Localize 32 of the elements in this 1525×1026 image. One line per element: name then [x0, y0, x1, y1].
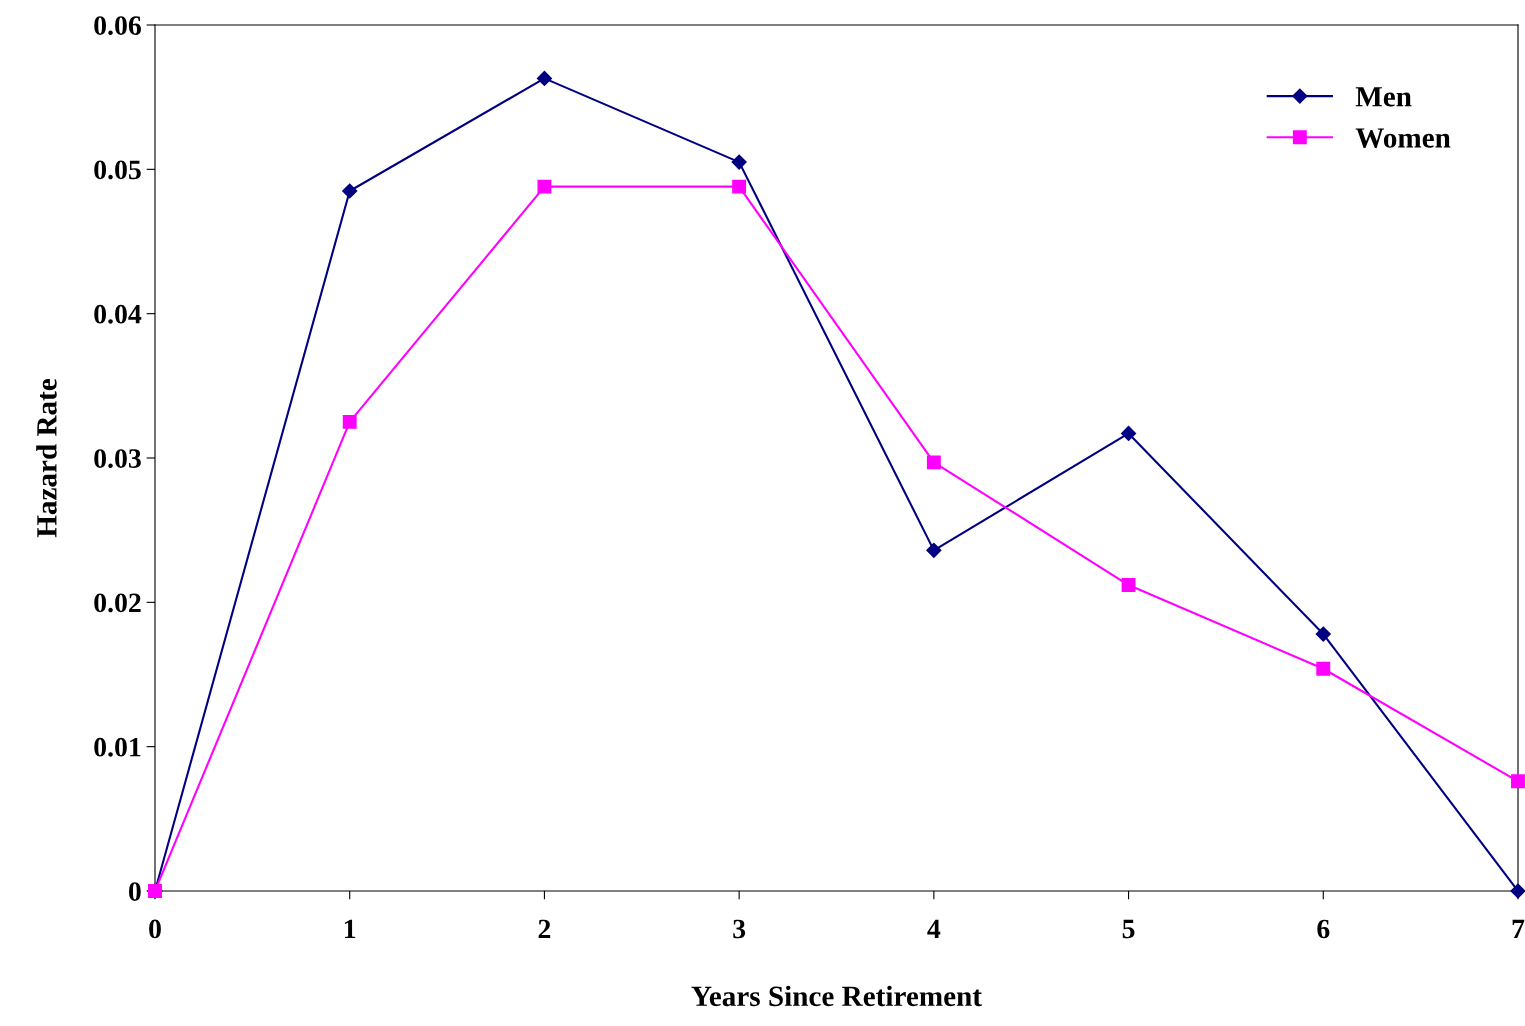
point [537, 179, 552, 194]
point [926, 455, 941, 470]
point [1316, 661, 1331, 676]
point [1315, 626, 1331, 642]
x-axis-title: Years Since Retirement [691, 985, 982, 1007]
y-tick-label: 0.06 [94, 16, 141, 36]
point [926, 542, 942, 558]
x-tick-label: 7 [1512, 919, 1525, 939]
y-tick-label: 0.03 [94, 449, 141, 469]
point [342, 183, 358, 199]
x-tick-label: 2 [538, 919, 551, 939]
x-tick-label: 3 [733, 919, 746, 939]
y-tick-label: 0.04 [94, 304, 142, 324]
y-tick-label: 0.01 [94, 737, 141, 757]
point [536, 70, 552, 86]
x-tick-label: 1 [345, 919, 356, 939]
y-tick-label: 0.05 [94, 160, 141, 180]
y-tick-label: 0 [128, 882, 141, 901]
legend-label: Women [1355, 128, 1451, 148]
x-tick-label: 4 [927, 919, 941, 939]
legend-label: Men [1355, 87, 1412, 107]
point [1121, 578, 1136, 592]
x-tick-label: 6 [1317, 919, 1330, 939]
point [342, 414, 357, 429]
point [1511, 774, 1525, 789]
x-tick-label: 5 [1122, 919, 1135, 939]
x-tick-label: 0 [149, 919, 161, 939]
point [732, 179, 747, 194]
y-tick-label: 0.02 [94, 593, 141, 613]
y-axis-title: Hazard Rate [36, 378, 57, 538]
point [1121, 425, 1137, 442]
point [731, 154, 747, 170]
